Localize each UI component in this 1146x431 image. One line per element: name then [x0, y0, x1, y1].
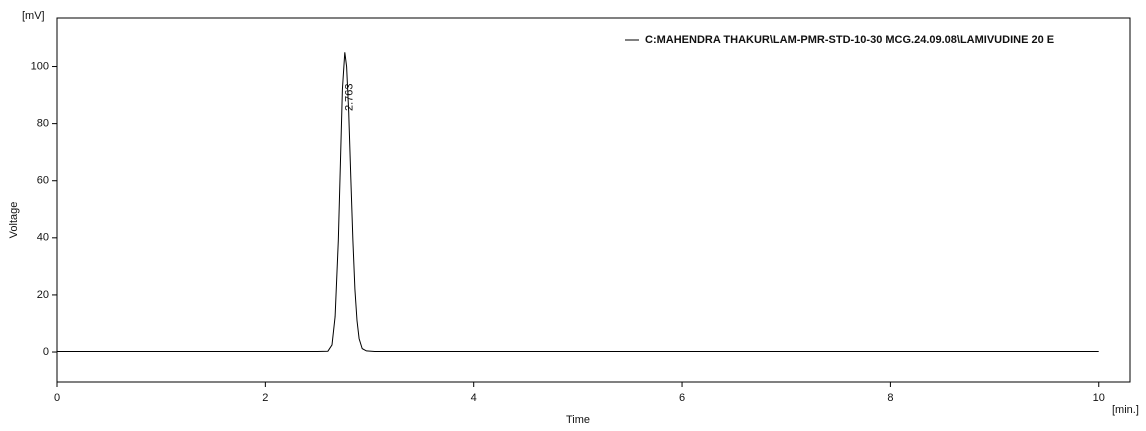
y-tick-label: 80	[37, 118, 49, 130]
series-line	[57, 52, 1099, 352]
peak-annotation: 2.763	[344, 83, 356, 111]
x-tick-label: 8	[887, 392, 893, 404]
y-axis-label: Voltage	[8, 202, 20, 239]
plot-frame	[56, 17, 1131, 383]
x-tick-label: 0	[54, 392, 60, 404]
x-axis-label: Time	[566, 414, 590, 426]
y-tick-label: 20	[37, 289, 49, 301]
y-unit: [mV]	[22, 10, 45, 22]
x-tick-label: 4	[471, 392, 477, 404]
y-tick-label: 40	[37, 232, 49, 244]
x-tick-label: 2	[262, 392, 268, 404]
x-unit: [min.]	[1112, 404, 1139, 416]
y-tick-label: 60	[37, 175, 49, 187]
x-tick-label: 6	[679, 392, 685, 404]
legend-label: C:MAHENDRA THAKUR\LAM-PMR-STD-10-30 MCG.…	[645, 34, 1054, 46]
y-tick-label: 100	[31, 60, 49, 72]
y-tick-label: 0	[43, 346, 49, 358]
x-tick-label: 10	[1093, 392, 1105, 404]
